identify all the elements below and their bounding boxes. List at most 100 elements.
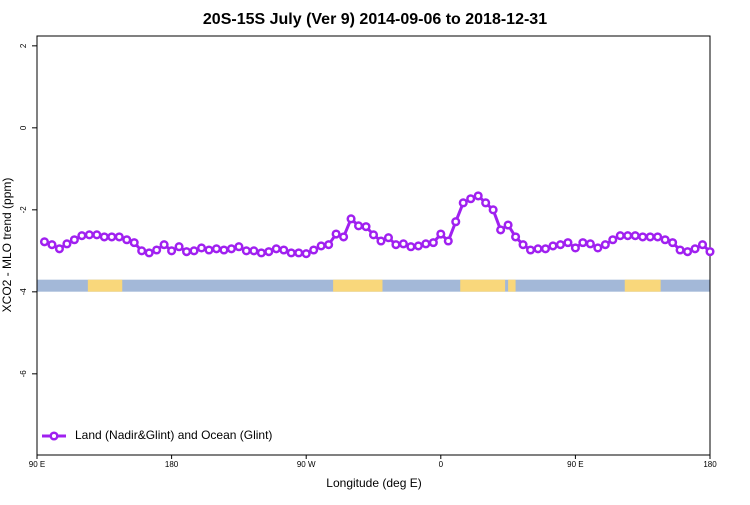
data-point bbox=[368, 230, 379, 240]
data-point bbox=[122, 235, 132, 245]
data-point bbox=[593, 243, 603, 253]
data-point bbox=[241, 246, 251, 256]
plot-frame bbox=[36, 35, 711, 456]
data-point bbox=[226, 244, 236, 254]
data-point bbox=[503, 220, 513, 230]
data-point bbox=[316, 241, 326, 251]
data-point bbox=[690, 244, 700, 254]
y-tick-label: -6 bbox=[19, 370, 28, 378]
land-band bbox=[87, 279, 123, 292]
x-tick-label: 90 W bbox=[297, 460, 316, 469]
data-point bbox=[630, 231, 640, 241]
data-point bbox=[511, 232, 521, 242]
data-point bbox=[496, 225, 506, 235]
land-band bbox=[624, 279, 661, 292]
data-point bbox=[428, 238, 438, 248]
data-point bbox=[697, 240, 708, 250]
data-point bbox=[219, 245, 229, 255]
data-point bbox=[563, 238, 573, 248]
x-tick-label: 90 E bbox=[29, 460, 45, 469]
data-point bbox=[39, 237, 50, 247]
x-tick-label: 180 bbox=[165, 460, 179, 469]
data-point bbox=[391, 240, 401, 250]
y-tick-label: -4 bbox=[19, 288, 28, 296]
data-point bbox=[256, 248, 266, 258]
data-point bbox=[294, 248, 304, 258]
data-point bbox=[279, 245, 289, 255]
data-point bbox=[92, 230, 102, 240]
data-point bbox=[361, 222, 371, 232]
data-point bbox=[555, 240, 565, 250]
data-point bbox=[623, 231, 633, 241]
data-point bbox=[645, 232, 655, 242]
data-point bbox=[570, 243, 580, 253]
data-point bbox=[473, 191, 483, 201]
data-point bbox=[413, 241, 423, 251]
data-point bbox=[540, 244, 551, 254]
data-point bbox=[211, 244, 222, 254]
data-point bbox=[204, 245, 214, 255]
data-point bbox=[99, 232, 109, 242]
data-point bbox=[309, 245, 319, 255]
data-point bbox=[466, 194, 476, 204]
data-point bbox=[137, 246, 147, 256]
data-point bbox=[77, 231, 87, 241]
data-point bbox=[481, 198, 491, 208]
data-point bbox=[129, 238, 139, 248]
data-point bbox=[331, 229, 341, 239]
data-point bbox=[383, 233, 394, 243]
data-point bbox=[638, 232, 648, 242]
data-point bbox=[234, 242, 244, 252]
data-point bbox=[615, 231, 625, 241]
chart-title: 20S-15S July (Ver 9) 2014-09-06 to 2018-… bbox=[203, 11, 547, 28]
data-point bbox=[196, 243, 207, 253]
data-point bbox=[376, 236, 386, 246]
data-point bbox=[47, 240, 57, 250]
data-point bbox=[653, 232, 663, 242]
data-point bbox=[668, 238, 678, 248]
data-point bbox=[533, 244, 543, 254]
data-point bbox=[346, 214, 356, 224]
y-tick-label: -2 bbox=[19, 206, 28, 214]
data-point bbox=[54, 244, 64, 254]
data-point bbox=[675, 245, 685, 255]
data-point bbox=[578, 238, 588, 248]
data-point bbox=[353, 221, 364, 231]
data-point bbox=[443, 236, 453, 246]
x-tick-label: 90 E bbox=[567, 460, 583, 469]
data-point bbox=[84, 230, 94, 240]
data-point bbox=[189, 246, 199, 256]
y-tick-label: 2 bbox=[19, 43, 28, 48]
x-tick-label: 180 bbox=[703, 460, 717, 469]
data-point bbox=[585, 239, 595, 249]
land-band bbox=[460, 279, 506, 292]
legend-marker bbox=[49, 431, 59, 441]
y-axis-label: XCO2 - MLO trend (ppm) bbox=[0, 178, 14, 313]
data-point bbox=[324, 240, 334, 250]
data-point bbox=[114, 232, 124, 242]
legend-label: Land (Nadir&Glint) and Ocean (Glint) bbox=[75, 428, 272, 442]
data-point bbox=[421, 239, 431, 249]
data-point bbox=[182, 247, 192, 257]
data-point bbox=[69, 235, 79, 245]
data-point bbox=[458, 198, 468, 208]
y-tick-label: 0 bbox=[19, 125, 28, 130]
data-point bbox=[398, 239, 408, 249]
data-point bbox=[62, 239, 72, 249]
data-point bbox=[451, 217, 461, 227]
data-point bbox=[159, 240, 169, 250]
data-point bbox=[548, 241, 558, 251]
land-band bbox=[508, 279, 516, 292]
data-point bbox=[249, 246, 259, 256]
data-point bbox=[683, 247, 693, 257]
land-band bbox=[333, 279, 383, 292]
data-point bbox=[608, 235, 618, 245]
data-point bbox=[152, 245, 162, 255]
data-point bbox=[286, 248, 296, 258]
data-point bbox=[144, 248, 154, 258]
x-axis-label: Longitude (deg E) bbox=[326, 476, 421, 490]
data-point bbox=[174, 242, 184, 252]
data-point bbox=[600, 240, 610, 250]
data-point bbox=[488, 205, 498, 215]
